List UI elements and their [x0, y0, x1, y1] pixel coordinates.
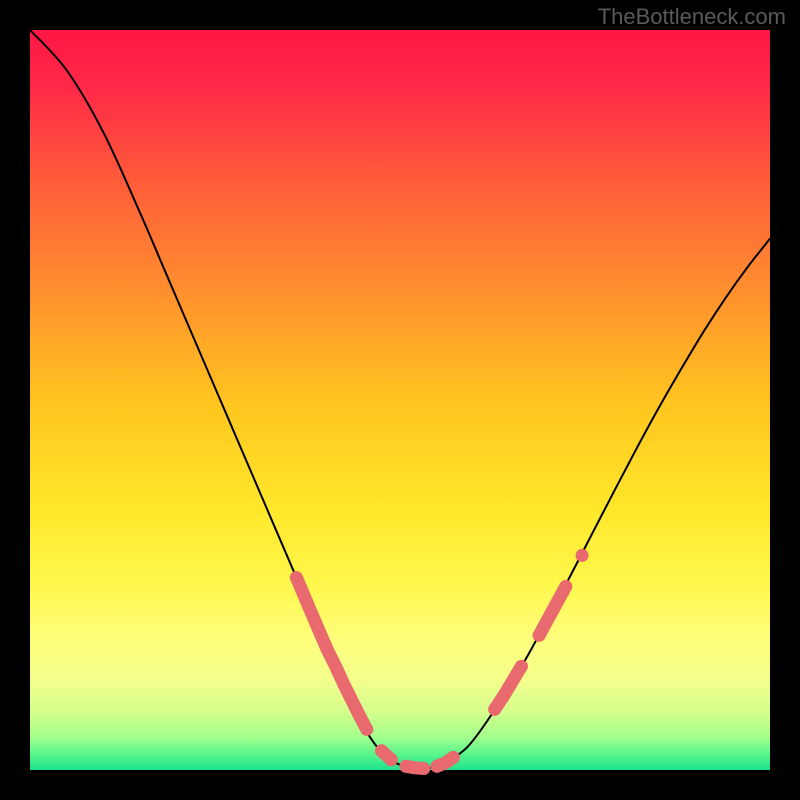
- marker-dot: [290, 571, 303, 584]
- marker-dot: [385, 753, 398, 766]
- marker-dot: [375, 744, 388, 757]
- marker-dot: [559, 580, 572, 593]
- marker-dot: [417, 762, 430, 775]
- marker-dot: [533, 629, 546, 642]
- marker-dot: [399, 760, 412, 773]
- bottleneck-curve-chart: [0, 0, 800, 800]
- chart-plot-background: [30, 30, 770, 770]
- marker-dot: [515, 660, 528, 673]
- chart-container: TheBottleneck.com: [0, 0, 800, 800]
- marker-dot: [488, 703, 501, 716]
- marker-dot: [431, 760, 444, 773]
- marker-dot: [576, 549, 589, 562]
- watermark-text: TheBottleneck.com: [598, 4, 786, 30]
- marker-dot: [447, 751, 460, 764]
- marker-dot: [360, 723, 373, 736]
